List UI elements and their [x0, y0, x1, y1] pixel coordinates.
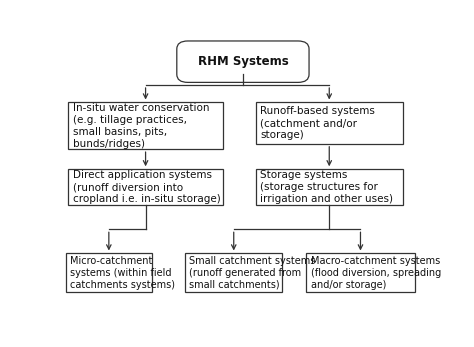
FancyBboxPatch shape	[256, 102, 403, 144]
FancyBboxPatch shape	[177, 41, 309, 82]
Text: Macro-catchment systems
(flood diversion, spreading
and/or storage): Macro-catchment systems (flood diversion…	[310, 256, 441, 290]
FancyBboxPatch shape	[68, 102, 223, 149]
Text: Micro-catchment
systems (within field
catchments systems): Micro-catchment systems (within field ca…	[70, 256, 175, 290]
Text: Runoff-based systems
(catchment and/or
storage): Runoff-based systems (catchment and/or s…	[260, 106, 375, 140]
Text: RHM Systems: RHM Systems	[198, 55, 288, 68]
FancyBboxPatch shape	[66, 253, 152, 292]
Text: In-situ water conservation
(e.g. tillage practices,
small basins, pits,
bunds/ri: In-situ water conservation (e.g. tillage…	[73, 103, 210, 149]
Text: Direct application systems
(runoff diversion into
cropland i.e. in-situ storage): Direct application systems (runoff diver…	[73, 170, 220, 204]
Text: Storage systems
(storage structures for
irrigation and other uses): Storage systems (storage structures for …	[260, 170, 393, 204]
Text: Small catchment systems
(runoff generated from
small catchments): Small catchment systems (runoff generate…	[190, 256, 316, 290]
FancyBboxPatch shape	[306, 253, 415, 292]
FancyBboxPatch shape	[68, 169, 223, 205]
FancyBboxPatch shape	[256, 169, 403, 205]
FancyBboxPatch shape	[185, 253, 283, 292]
